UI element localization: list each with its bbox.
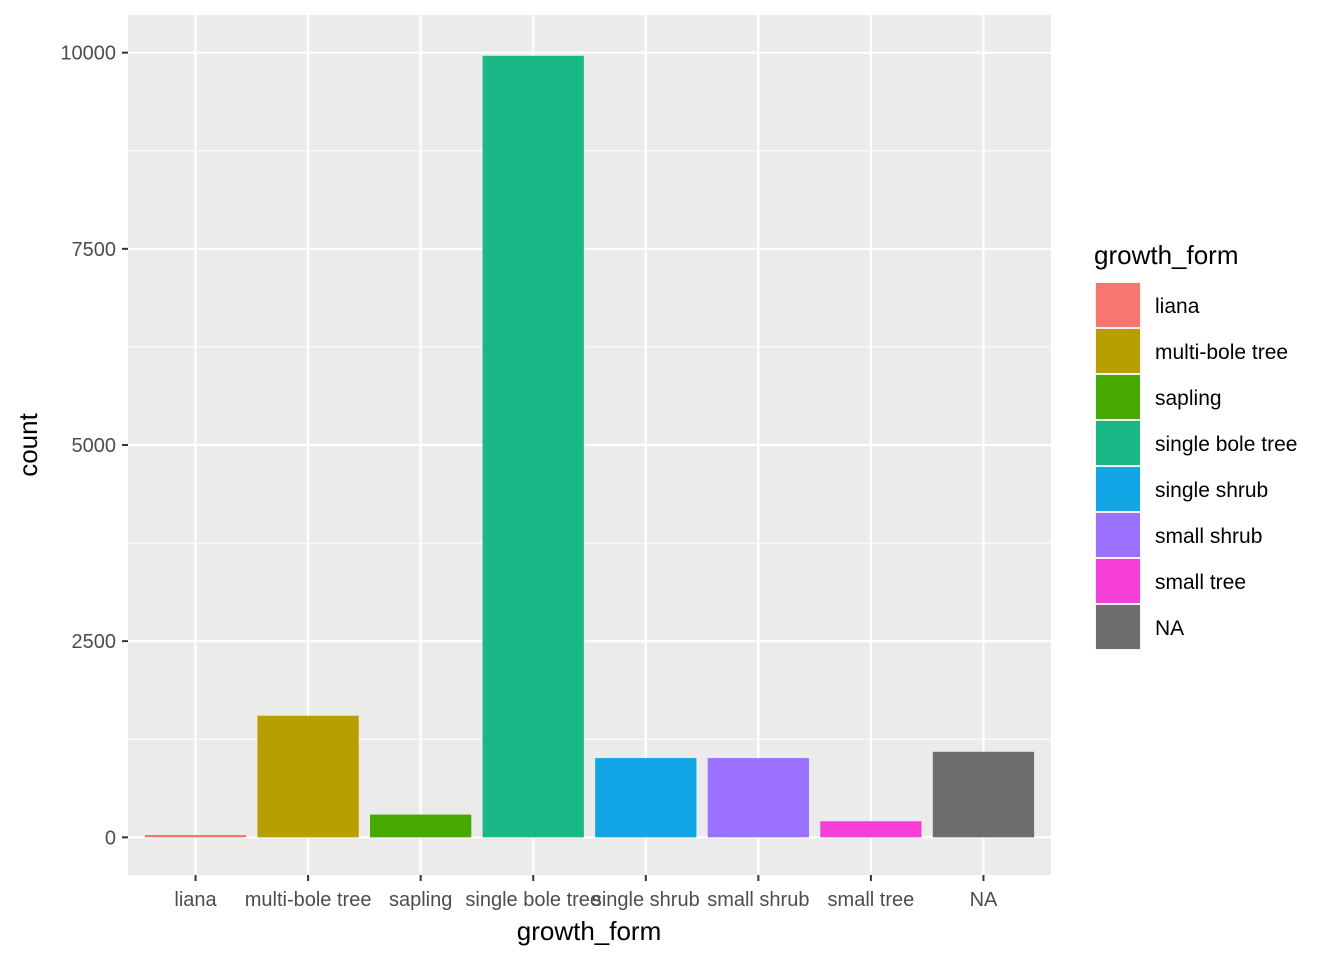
legend-swatch: [1096, 559, 1140, 603]
x-tick-label: single shrub: [592, 889, 700, 911]
bar-sapling: [370, 814, 472, 838]
bar-single-shrub: [595, 758, 697, 838]
legend-swatch: [1096, 421, 1140, 465]
y-tick-label: 10000: [60, 43, 116, 65]
legend-label: single bole tree: [1155, 433, 1297, 456]
x-tick-label: single bole tree: [465, 889, 601, 911]
x-tick-label: NA: [970, 889, 998, 911]
y-axis: 0 2500 5000 7500 10000: [60, 43, 128, 849]
legend-swatch: [1096, 605, 1140, 649]
legend-label: small shrub: [1155, 525, 1262, 548]
y-tick-label: 2500: [72, 631, 117, 653]
legend-label: sapling: [1155, 387, 1222, 410]
legend-swatch: [1096, 375, 1140, 419]
bar-liana: [144, 834, 247, 838]
legend-title: growth_form: [1094, 240, 1239, 270]
bar-single-bole-tree: [482, 55, 584, 838]
legend-swatch: [1096, 329, 1140, 373]
legend-swatch: [1096, 513, 1140, 557]
bar-small-shrub: [707, 758, 809, 838]
y-axis-title: count: [13, 412, 43, 476]
legend-label: small tree: [1155, 571, 1246, 594]
x-tick-label: sapling: [389, 889, 452, 911]
bar-multi-bole-tree: [257, 715, 359, 838]
x-tick-label: liana: [174, 889, 217, 911]
y-tick-label: 0: [105, 827, 116, 849]
x-axis: liana multi-bole tree sapling single bole t…: [174, 875, 998, 911]
x-axis-title: growth_form: [517, 916, 662, 946]
x-tick-label: multi-bole tree: [245, 889, 372, 911]
legend-swatch: [1096, 283, 1140, 327]
y-tick-label: 5000: [72, 435, 117, 457]
x-tick-label: small tree: [828, 889, 915, 911]
legend-label: multi-bole tree: [1155, 341, 1288, 364]
bar-na: [932, 751, 1035, 838]
legend-label: NA: [1155, 617, 1184, 640]
x-tick-label: small shrub: [707, 889, 809, 911]
bars: [144, 55, 1035, 838]
legend: growth_form liana multi-bole tree sapling s…: [1094, 240, 1297, 650]
bar-small-tree: [820, 821, 922, 838]
legend-label: single shrub: [1155, 479, 1268, 502]
legend-swatch: [1096, 467, 1140, 511]
legend-label: liana: [1155, 295, 1200, 318]
y-tick-label: 7500: [72, 239, 117, 261]
